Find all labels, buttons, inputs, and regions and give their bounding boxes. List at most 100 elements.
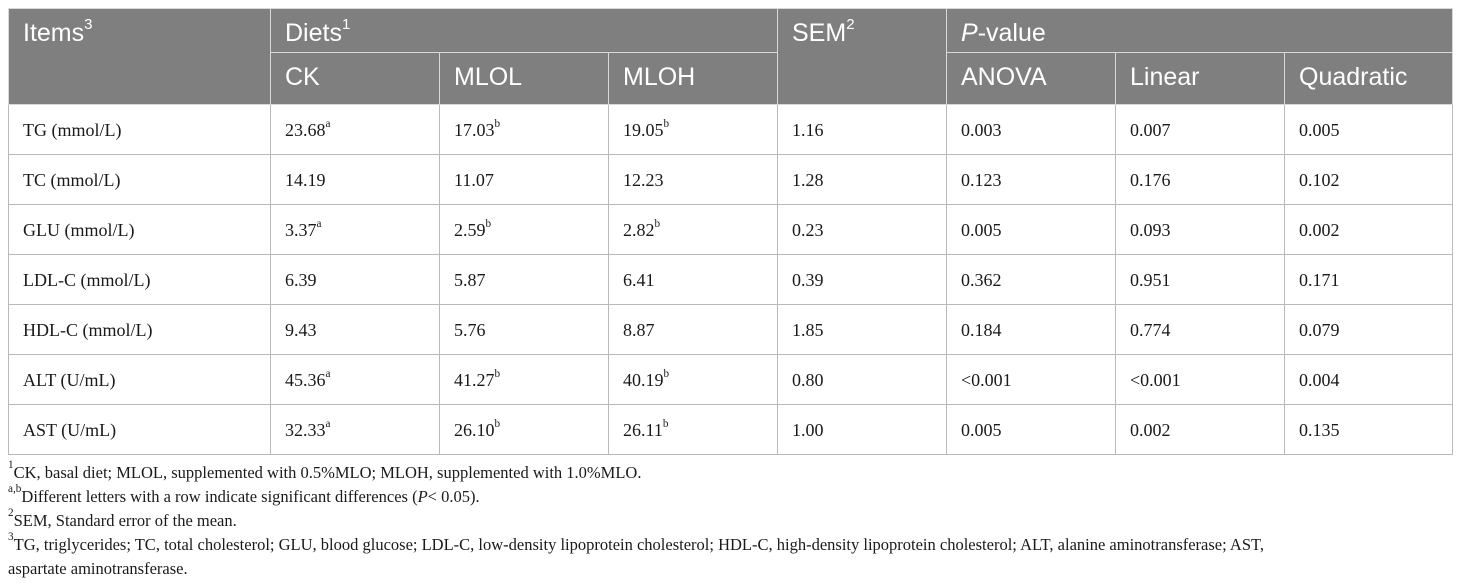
ck-cell: 6.39 <box>270 254 440 305</box>
anova-cell: 0.184 <box>946 304 1116 355</box>
footnote-ab-text-a: Different letters with a row indicate si… <box>21 487 418 506</box>
table-header: Items3 Diets1 SEM2 P-value CK MLOL MLOH … <box>8 8 1454 105</box>
header-sem-sup: 2 <box>846 16 855 34</box>
header-items-label: Items <box>23 19 85 47</box>
linear-cell: 0.176 <box>1115 154 1285 205</box>
sem-cell: 0.23 <box>777 204 947 255</box>
ck-value: 6.39 <box>285 270 317 290</box>
anova-cell: 0.003 <box>946 104 1116 155</box>
table-container: Items3 Diets1 SEM2 P-value CK MLOL MLOH … <box>8 8 1454 581</box>
sem-cell: 1.16 <box>777 104 947 155</box>
header-anova: ANOVA <box>946 52 1116 105</box>
header-diets-label: Diets <box>285 19 342 47</box>
item-cell: ALT (U/mL) <box>8 354 271 405</box>
item-cell: GLU (mmol/L) <box>8 204 271 255</box>
footnote-3-marker: 3 <box>8 530 14 543</box>
table-row: TG (mmol/L) 23.68a 17.03b 19.05b 1.16 0.… <box>8 104 1454 155</box>
linear-cell: 0.774 <box>1115 304 1285 355</box>
header-pvalue-italic: P <box>961 19 978 47</box>
footnote-2-text: SEM, Standard error of the mean. <box>13 511 237 530</box>
footnote-3-text-line1: TG, triglycerides; TC, total cholesterol… <box>13 535 1264 554</box>
mloh-cell: 19.05b <box>608 104 778 155</box>
linear-cell: 0.093 <box>1115 204 1285 255</box>
mloh-value: 26.11 <box>623 420 663 440</box>
header-sem: SEM2 <box>777 8 947 105</box>
header-items: Items3 <box>8 8 271 105</box>
ck-cell: 32.33a <box>270 404 440 455</box>
item-cell: TG (mmol/L) <box>8 104 271 155</box>
table-row: AST (U/mL) 32.33a 26.10b 26.11b 1.00 0.0… <box>8 404 1454 455</box>
table-row: TC (mmol/L) 14.19 11.07 12.23 1.28 0.123… <box>8 154 1454 205</box>
quadratic-cell: 0.135 <box>1283 404 1454 455</box>
mlol-cell: 41.27b <box>439 354 609 405</box>
anova-cell: 0.005 <box>946 404 1116 455</box>
mlol-value: 5.76 <box>454 320 486 340</box>
mlol-value: 11.07 <box>454 170 494 190</box>
anova-cell: <0.001 <box>946 354 1116 405</box>
quadratic-cell: 0.002 <box>1283 204 1454 255</box>
mlol-cell: 11.07 <box>439 154 609 205</box>
header-linear: Linear <box>1115 52 1285 105</box>
mlol-cell: 17.03b <box>439 104 609 155</box>
ck-cell: 45.36a <box>270 354 440 405</box>
mloh-sup: b <box>663 368 670 381</box>
sem-cell: 0.80 <box>777 354 947 405</box>
mloh-cell: 40.19b <box>608 354 778 405</box>
header-mlol: MLOL <box>439 52 609 105</box>
table-row: GLU (mmol/L) 3.37a 2.59b 2.82b 0.23 0.00… <box>8 204 1454 255</box>
mloh-cell: 12.23 <box>608 154 778 205</box>
table-row: ALT (U/mL) 45.36a 41.27b 40.19b 0.80 <0.… <box>8 354 1454 405</box>
item-cell: HDL-C (mmol/L) <box>8 304 271 355</box>
quadratic-cell: 0.171 <box>1283 254 1454 305</box>
anova-cell: 0.005 <box>946 204 1116 255</box>
ck-value: 45.36 <box>285 370 326 390</box>
mlol-value: 17.03 <box>454 120 495 140</box>
sem-cell: 1.85 <box>777 304 947 355</box>
header-quadratic: Quadratic <box>1283 52 1454 105</box>
table-row: HDL-C (mmol/L) 9.43 5.76 8.87 1.85 0.184… <box>8 304 1454 355</box>
mloh-sup: b <box>654 218 661 231</box>
ck-cell: 14.19 <box>270 154 440 205</box>
header-pvalue: P-value <box>945 8 1454 53</box>
footnote-1-marker: 1 <box>8 458 14 471</box>
ck-cell: 3.37a <box>270 204 440 255</box>
ck-value: 3.37 <box>285 220 317 240</box>
footnote-ab-text-b: < 0.05). <box>427 487 480 506</box>
anova-cell: 0.123 <box>946 154 1116 205</box>
footnote-2-marker: 2 <box>8 506 14 519</box>
item-cell: AST (U/mL) <box>8 404 271 455</box>
header-diets: Diets1 <box>270 8 778 53</box>
item-cell: LDL-C (mmol/L) <box>8 254 271 305</box>
mloh-cell: 2.82b <box>608 204 778 255</box>
linear-cell: <0.001 <box>1115 354 1285 405</box>
quadratic-cell: 0.102 <box>1283 154 1454 205</box>
mloh-value: 8.87 <box>623 320 655 340</box>
mlol-value: 41.27 <box>454 370 495 390</box>
mloh-value: 12.23 <box>623 170 664 190</box>
mlol-sup: b <box>494 418 501 431</box>
header-ck: CK <box>270 52 440 105</box>
mlol-cell: 2.59b <box>439 204 609 255</box>
quadratic-cell: 0.004 <box>1283 354 1454 405</box>
footnote-ab-marker: a,b <box>8 482 22 495</box>
table-row: LDL-C (mmol/L) 6.39 5.87 6.41 0.39 0.362… <box>8 254 1454 305</box>
table-body: TG (mmol/L) 23.68a 17.03b 19.05b 1.16 0.… <box>8 104 1454 455</box>
ck-value: 32.33 <box>285 420 326 440</box>
header-sem-label: SEM <box>792 19 847 47</box>
ck-value: 14.19 <box>285 170 326 190</box>
blood-biochemistry-table: Items3 Diets1 SEM2 P-value CK MLOL MLOH … <box>8 8 1454 455</box>
ck-value: 9.43 <box>285 320 317 340</box>
footnote-ab-p: P <box>417 487 428 506</box>
ck-value: 23.68 <box>285 120 326 140</box>
footnote-3: 3TG, triglycerides; TC, total cholestero… <box>8 530 1452 557</box>
mloh-value: 2.82 <box>623 220 655 240</box>
footnote-3-continued: aspartate aminotransferase. <box>8 557 1452 581</box>
ck-sup: a <box>325 418 331 431</box>
mloh-cell: 26.11b <box>608 404 778 455</box>
header-diets-sup: 1 <box>341 16 351 34</box>
mlol-cell: 26.10b <box>439 404 609 455</box>
mloh-value: 19.05 <box>623 120 664 140</box>
mlol-cell: 5.76 <box>439 304 609 355</box>
mlol-sup: b <box>494 118 501 131</box>
anova-cell: 0.362 <box>946 254 1116 305</box>
